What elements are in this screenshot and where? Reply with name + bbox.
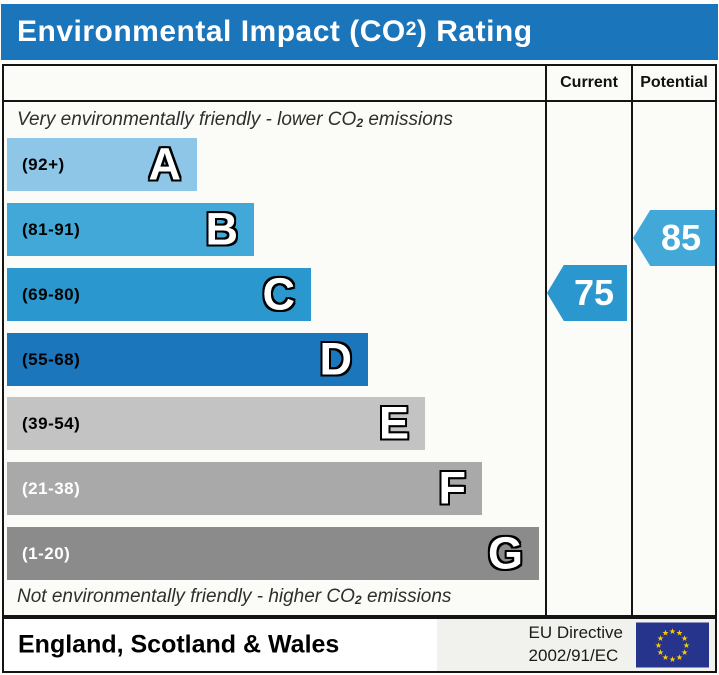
svg-text:★: ★ — [676, 629, 683, 638]
header-row-divider — [4, 100, 715, 102]
chart-title-bar: Environmental Impact (CO2) Rating — [1, 4, 718, 60]
column-header-potential: Potential — [640, 74, 708, 91]
band-f-letter: F — [438, 462, 467, 514]
svg-text:★: ★ — [662, 629, 669, 638]
svg-text:★: ★ — [676, 653, 683, 662]
eu-directive-line2: 2002/91/EC — [528, 646, 619, 665]
potential-rating-value: 85 — [660, 217, 702, 258]
band-c-letter: C — [262, 268, 296, 320]
svg-text:★: ★ — [655, 641, 662, 650]
eu-flag-icon: ★ ★ ★ ★ ★ ★ ★ ★ ★ ★ ★ ★ — [636, 622, 709, 668]
band-d-range: (55-68) — [22, 349, 81, 369]
band-c-range: (69-80) — [22, 284, 81, 304]
svg-text:★: ★ — [657, 648, 664, 657]
band-a-letter: A — [148, 138, 182, 190]
band-d: (55-68) D — [7, 333, 368, 386]
svg-text:★: ★ — [669, 655, 676, 664]
caption-top-suffix: emissions — [363, 109, 453, 130]
caption-bottom-subscript: 2 — [354, 593, 362, 608]
eu-flag-background — [636, 622, 709, 668]
band-g-letter: G — [487, 527, 523, 579]
eu-flag-stars: ★ ★ ★ ★ ★ ★ ★ ★ ★ ★ ★ ★ — [655, 627, 690, 664]
band-e-range: (39-54) — [22, 413, 81, 433]
svg-text:★: ★ — [681, 634, 688, 643]
footer-region-label: England, Scotland & Wales — [18, 630, 340, 659]
caption-top-subscript: 2 — [356, 116, 364, 131]
chart-title: Environmental Impact (CO2) Rating — [17, 15, 533, 49]
band-b: (81-91) B — [7, 203, 254, 256]
caption-not-friendly: Not environmentally friendly - higher CO… — [17, 580, 451, 615]
svg-text:★: ★ — [657, 634, 664, 643]
band-g-range: (1-20) — [22, 543, 71, 563]
caption-top-text: Very environmentally friendly - lower CO — [17, 109, 357, 130]
band-b-letter: B — [205, 203, 239, 255]
svg-text:★: ★ — [681, 648, 688, 657]
current-rating-value: 75 — [573, 272, 615, 313]
title-text: Environmental Impact (CO — [17, 15, 406, 48]
band-f-range: (21-38) — [22, 478, 81, 498]
svg-text:★: ★ — [683, 641, 690, 650]
svg-text:★: ★ — [669, 627, 676, 636]
band-b-range: (81-91) — [22, 219, 81, 239]
title-subscript: 2 — [405, 18, 417, 40]
caption-bottom-suffix: emissions — [361, 586, 452, 607]
footer: England, Scotland & Wales EU Directive 2… — [2, 617, 717, 673]
band-a: (92+) A — [7, 138, 197, 191]
potential-rating-arrow: 85 — [633, 210, 715, 266]
svg-text:★: ★ — [662, 653, 669, 662]
current-column-divider — [545, 66, 547, 615]
eu-directive-line1: EU Directive — [528, 623, 623, 643]
potential-column-divider — [631, 66, 633, 615]
band-f: (21-38) F — [7, 462, 482, 515]
band-e-letter: E — [378, 397, 409, 449]
band-c: (69-80) C — [7, 268, 311, 321]
current-rating-arrow: 75 — [547, 265, 627, 321]
band-d-letter: D — [319, 333, 353, 385]
eu-directive-label: EU Directive 2002/91/EC — [529, 622, 623, 668]
band-e: (39-54) E — [7, 397, 425, 450]
caption-very-friendly: Very environmentally friendly - lower CO… — [17, 106, 453, 135]
title-text-suffix: ) Rating — [416, 15, 533, 48]
band-g: (1-20) G — [7, 527, 539, 580]
band-a-range: (92+) — [22, 154, 65, 174]
rating-table: Current Potential Very environmentally f… — [2, 64, 717, 617]
column-header-current: Current — [560, 74, 618, 91]
caption-bottom-text: Not environmentally friendly - higher CO — [17, 586, 355, 607]
